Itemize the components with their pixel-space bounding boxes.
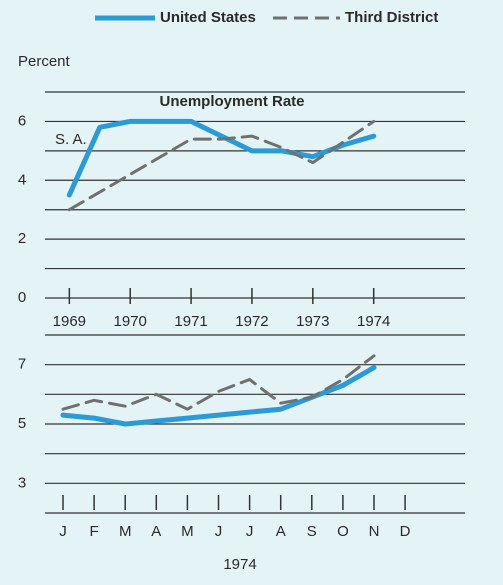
annotation: S. A. bbox=[55, 131, 87, 148]
y-tick-label: 3 bbox=[18, 474, 26, 491]
x-tick-label: 1974 bbox=[357, 313, 390, 330]
series-line bbox=[60, 365, 377, 427]
x-tick-label: D bbox=[400, 523, 411, 540]
x-tick-label: 1973 bbox=[296, 313, 329, 330]
chart-title: Unemployment Rate bbox=[159, 93, 304, 110]
y-tick-label: 2 bbox=[18, 230, 26, 247]
x-tick-label: J bbox=[246, 523, 254, 540]
x-tick-label: 1972 bbox=[235, 313, 268, 330]
legend-label: Third District bbox=[345, 9, 438, 26]
y-tick-label: 0 bbox=[18, 289, 26, 306]
x-tick-label: O bbox=[337, 523, 349, 540]
y-tick-label: 5 bbox=[18, 415, 26, 432]
x-tick-label: M bbox=[119, 523, 132, 540]
y-tick-label: 6 bbox=[18, 112, 26, 129]
x-tick-label: S bbox=[307, 523, 317, 540]
y-axis-label: Percent bbox=[18, 53, 71, 70]
x-tick-label: M bbox=[181, 523, 194, 540]
x-axis-label: 1974 bbox=[223, 556, 256, 573]
y-tick-label: 4 bbox=[18, 171, 26, 188]
x-tick-label: F bbox=[90, 523, 99, 540]
x-tick-label: N bbox=[369, 523, 380, 540]
series-line bbox=[66, 118, 377, 198]
x-tick-label: 1969 bbox=[53, 313, 86, 330]
series-line bbox=[67, 119, 376, 212]
y-tick-label: 7 bbox=[18, 356, 26, 373]
x-tick-label: 1971 bbox=[174, 313, 207, 330]
legend: United States Third District bbox=[95, 9, 438, 26]
x-tick-label: A bbox=[151, 523, 161, 540]
x-tick-label: 1970 bbox=[114, 313, 147, 330]
x-tick-label: J bbox=[59, 523, 67, 540]
x-tick-label: A bbox=[276, 523, 286, 540]
series-line bbox=[61, 354, 376, 411]
x-tick-label: J bbox=[215, 523, 223, 540]
legend-label: United States bbox=[160, 9, 256, 26]
